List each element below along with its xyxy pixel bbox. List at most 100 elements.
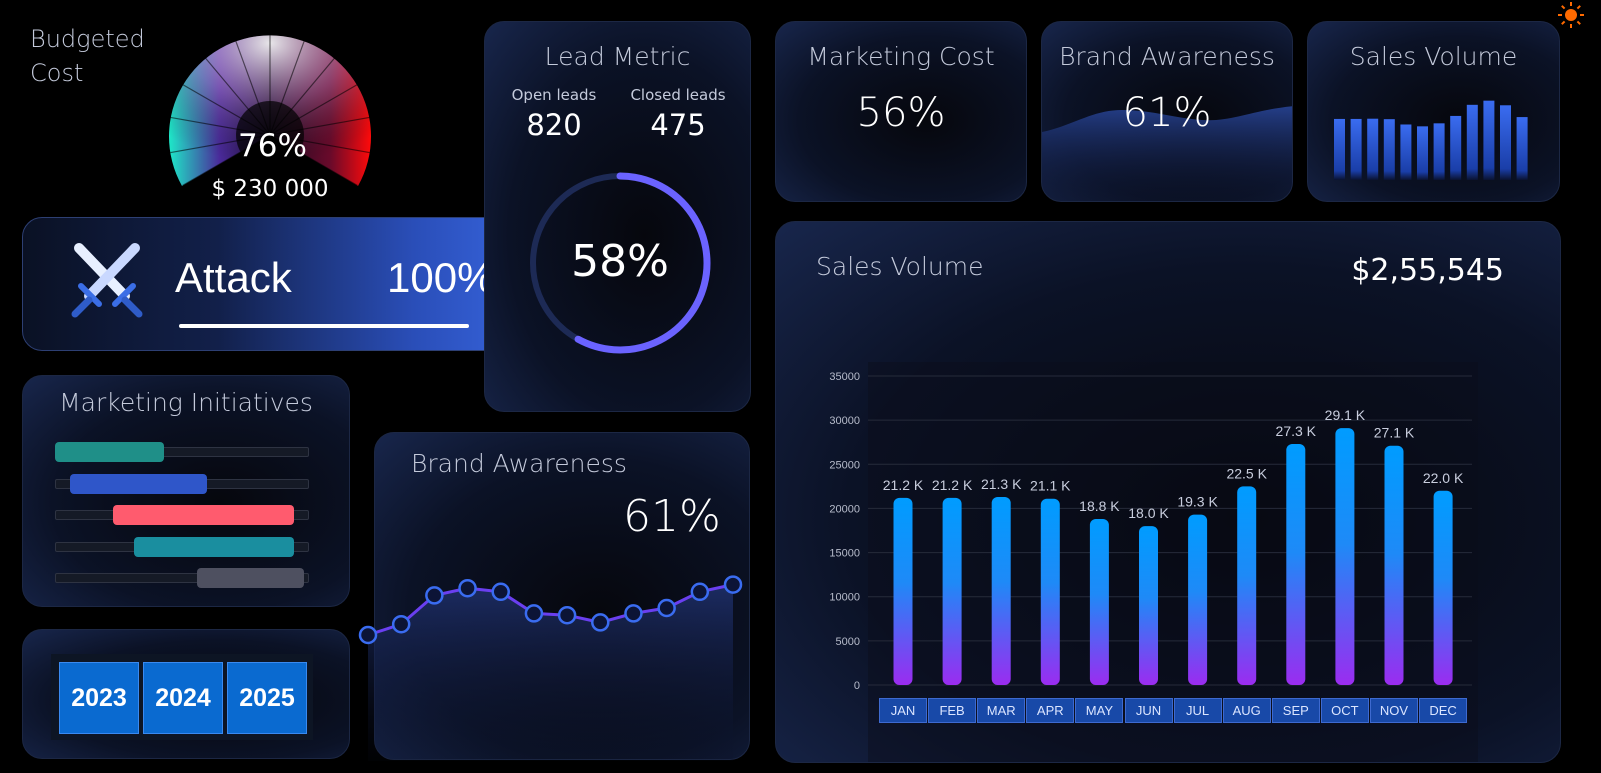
sales-bar (1139, 526, 1158, 685)
open-leads-value: 820 (526, 108, 582, 142)
data-label: 19.3 K (1177, 494, 1218, 510)
brand-awareness-mini-area (1042, 106, 1292, 201)
marketing-cost-card: Marketing Cost 56% (775, 21, 1027, 202)
data-label: 21.1 K (1030, 478, 1071, 494)
mini-sales-bar (1516, 117, 1528, 180)
sales-bar (1384, 445, 1404, 685)
sales-volume-mini-bars (1334, 100, 1528, 180)
month-label: JAN (879, 698, 927, 723)
brand-awareness-title: Brand Awareness (411, 449, 627, 478)
y-tick-label: 25000 (829, 459, 860, 471)
brand-awareness-area (368, 584, 733, 761)
initiative-bar (197, 568, 304, 588)
brand-awareness-mini-percent: 61% (1122, 90, 1212, 136)
data-label: 22.0 K (1423, 470, 1464, 486)
marketing-initiatives-title: Marketing Initiatives (59, 388, 313, 417)
sales-bar (1237, 486, 1257, 685)
sales-bar (942, 497, 962, 685)
y-tick-label: 20000 (829, 503, 860, 515)
marketing-cost-percent: 56% (856, 90, 946, 136)
month-label: MAY (1075, 698, 1124, 723)
y-tick-label: 30000 (829, 415, 860, 427)
brand-awareness-point (524, 604, 544, 623)
year-selector: 2023 2024 2025 (51, 654, 313, 740)
data-label: 27.3 K (1276, 423, 1317, 439)
lead-metric-title: Lead Metric (544, 42, 691, 71)
data-label: 21.2 K (883, 477, 924, 493)
closed-leads-label: Closed leads (630, 86, 726, 104)
sales-volume-mini-card: Sales Volume (1307, 21, 1560, 202)
initiative-track (55, 573, 309, 583)
data-label: 27.1 K (1374, 425, 1415, 441)
year-selector-card: 2023 2024 2025 (22, 629, 350, 759)
year-2024-button[interactable]: 2024 (143, 662, 223, 734)
brand-awareness-point (690, 582, 710, 602)
data-label: 21.3 K (981, 476, 1022, 492)
sales-volume-mini-title: Sales Volume (1349, 42, 1518, 71)
month-label: AUG (1222, 698, 1271, 723)
month-label: JUL (1173, 698, 1222, 723)
month-label: JUN (1124, 698, 1173, 723)
month-label: OCT (1320, 698, 1369, 723)
sales-bar (1188, 514, 1208, 685)
mini-sales-bar (1450, 115, 1462, 180)
y-tick-label: 0 (854, 680, 860, 692)
mini-sales-bar (1350, 118, 1362, 180)
brand-awareness-point (391, 614, 411, 634)
y-tick-label: 15000 (829, 548, 860, 560)
mini-sales-bar (1400, 124, 1412, 180)
initiative-bar (113, 505, 294, 525)
brand-awareness-point (458, 578, 477, 598)
brand-awareness-percent: 61% (623, 491, 721, 542)
data-label: 22.5 K (1226, 465, 1267, 481)
sun-icon[interactable] (1557, 1, 1585, 29)
sales-volume-total: $2,55,545 (1351, 253, 1504, 288)
y-tick-label: 5000 (836, 636, 860, 648)
sales-bar (1335, 428, 1355, 685)
budgeted-cost-title: Budgeted Cost (30, 25, 145, 87)
attack-card[interactable]: Attack 100% (22, 217, 512, 351)
closed-leads-value: 475 (650, 108, 706, 142)
attack-percent: 100% (387, 254, 495, 301)
data-label: 18.8 K (1079, 498, 1120, 514)
budget-percent: 76% (238, 128, 307, 164)
brand-awareness-point (723, 575, 743, 594)
brand-awareness-mini-card: Brand Awareness 61% (1041, 21, 1293, 202)
brand-awareness-point (358, 625, 378, 645)
brand-awareness-point (657, 598, 676, 618)
year-2023-button[interactable]: 2023 (59, 662, 139, 734)
brand-awareness-mini-title: Brand Awareness (1059, 42, 1275, 71)
budget-amount: $ 230 000 (211, 176, 329, 202)
sales-bar (893, 497, 913, 685)
month-label: FEB (928, 698, 977, 723)
mini-sales-bar (1500, 105, 1511, 180)
year-2025-button[interactable]: 2025 (227, 662, 307, 734)
attack-progress-bar (179, 324, 469, 328)
brand-awareness-point (624, 604, 643, 623)
marketing-initiatives-card: Marketing Initiatives (22, 375, 350, 607)
mini-sales-bar (1383, 119, 1395, 180)
month-label: SEP (1271, 698, 1320, 723)
sales-bar (1089, 519, 1109, 685)
mini-sales-bar (1466, 104, 1478, 180)
month-label: MAR (977, 698, 1026, 723)
initiative-bar (133, 536, 294, 557)
marketing-cost-title: Marketing Cost (807, 42, 995, 71)
month-label: DEC (1419, 698, 1468, 723)
sales-bar (1433, 490, 1453, 685)
brand-awareness-point (557, 605, 577, 625)
initiative-bar (70, 473, 208, 494)
data-label: 29.1 K (1325, 407, 1366, 423)
initiative-bar (55, 442, 165, 462)
sales-bar (1040, 498, 1060, 685)
mini-sales-bar (1334, 118, 1345, 180)
open-leads-label: Open leads (511, 86, 597, 104)
sales-volume-card: Sales Volume $2,55,545 35000 30000 25000 20… (775, 221, 1561, 763)
sales-volume-title: Sales Volume (816, 252, 984, 281)
lead-ratio-percent: 58% (571, 236, 669, 287)
budget-gauge (168, 34, 371, 187)
crossed-swords-icon (71, 243, 143, 318)
lead-ratio-ring (530, 172, 711, 354)
sales-volume-bar-chart: 35000 30000 25000 20000 15000 10000 5000 0 21.2 … (829, 362, 1478, 762)
sales-bar (991, 496, 1011, 685)
